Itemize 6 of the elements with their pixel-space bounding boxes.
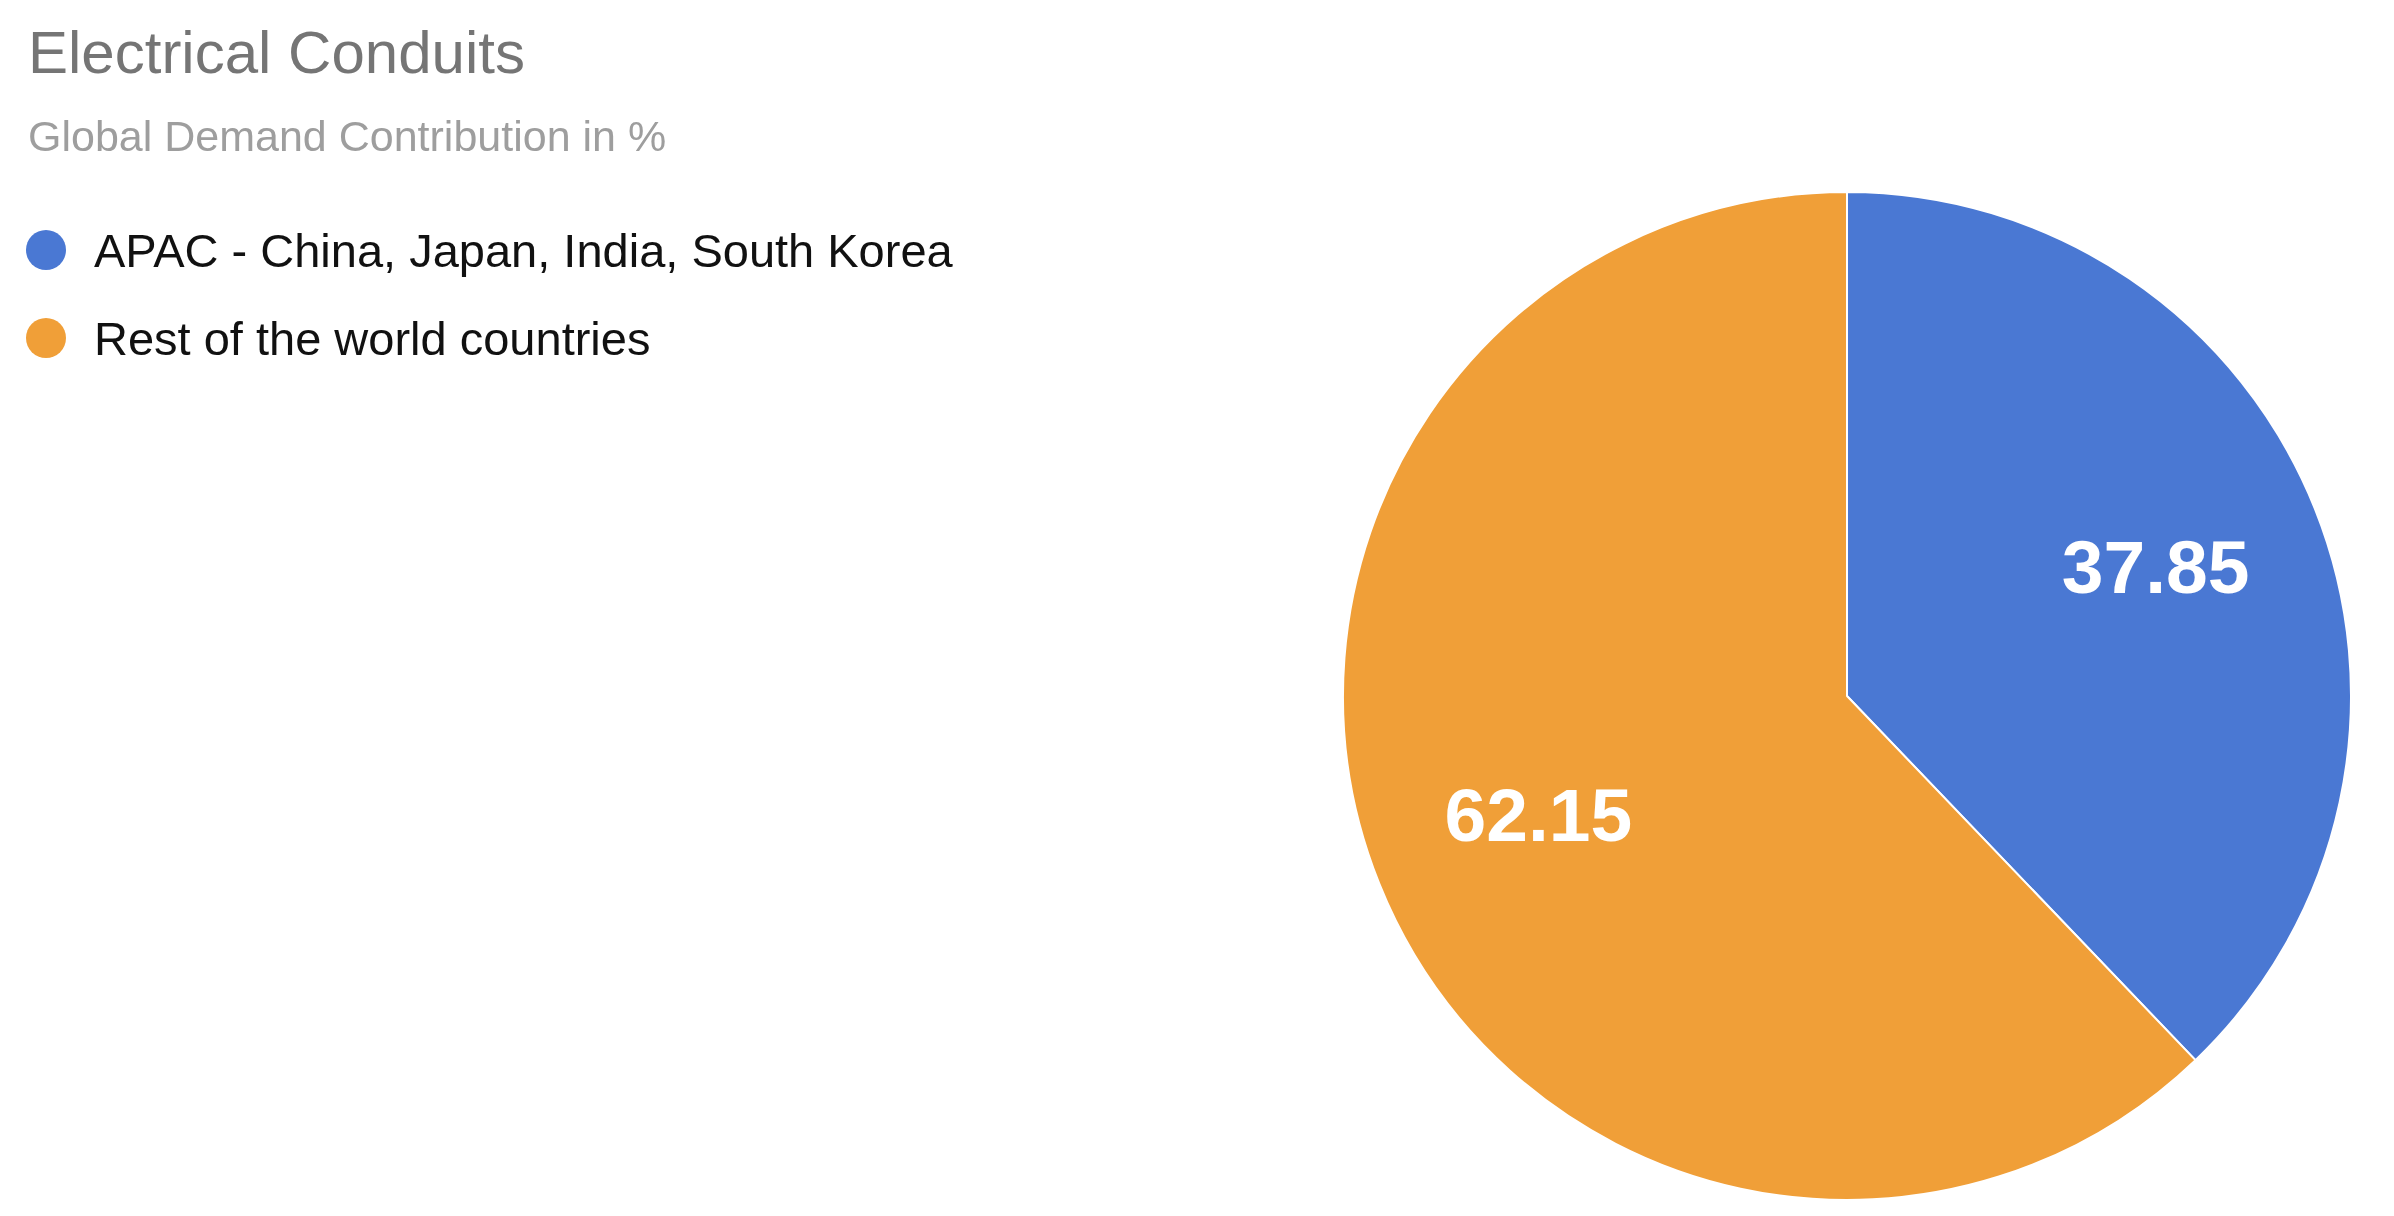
chart-title: Electrical Conduits [28, 19, 525, 86]
legend-label: Rest of the world countries [94, 310, 651, 366]
data-label: 37.85 [2061, 524, 2250, 609]
legend-label: APAC - China, Japan, India, South Korea [94, 222, 953, 278]
chart-subtitle: Global Demand Contribution in % [28, 112, 667, 161]
data-label: 62.15 [1444, 772, 1633, 857]
